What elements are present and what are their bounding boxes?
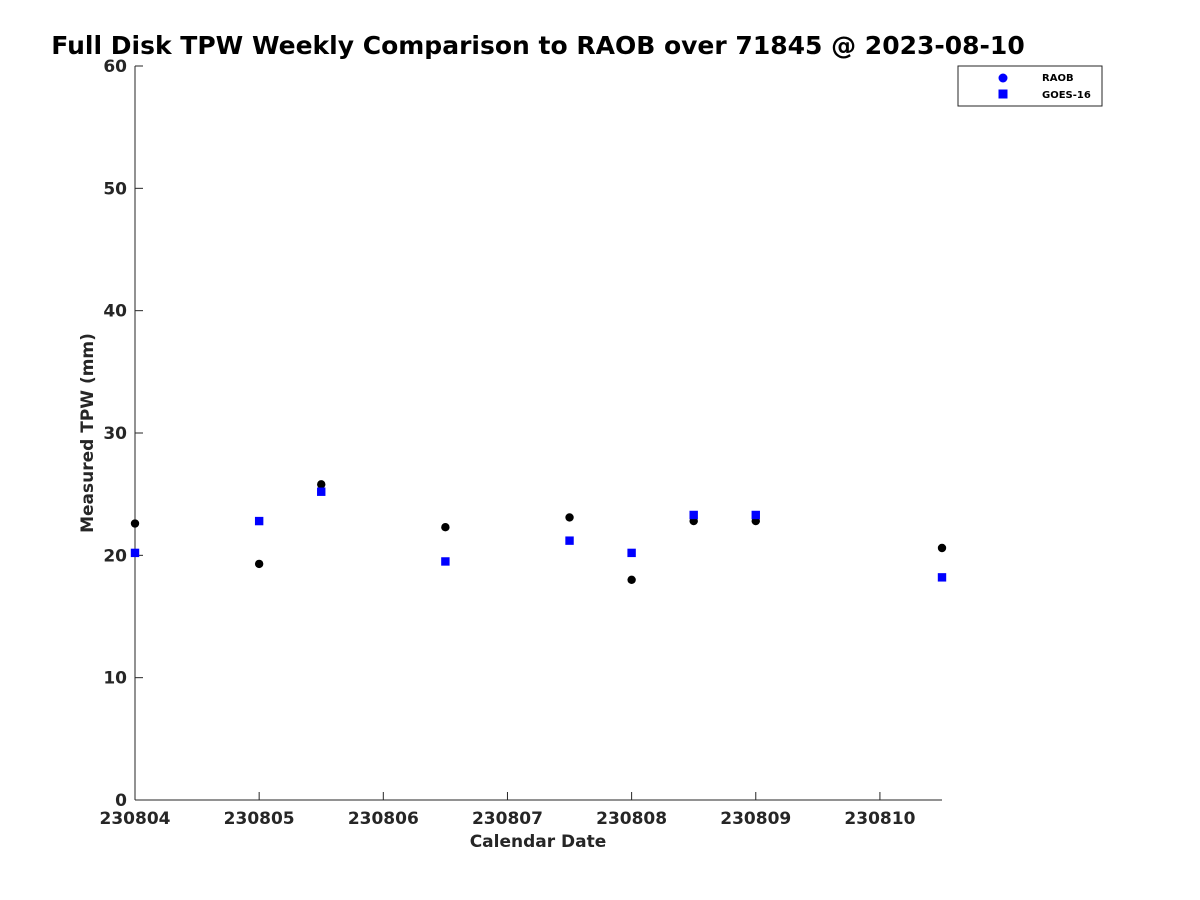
y-tick-label: 30 — [103, 424, 127, 444]
x-tick-label: 230808 — [596, 809, 667, 829]
raob-point — [130, 519, 140, 528]
y-tick-label: 40 — [103, 302, 127, 322]
chart-title: Full Disk TPW Weekly Comparison to RAOB … — [51, 31, 1024, 60]
raob-point — [565, 513, 574, 522]
legend: RAOB GOES-16 — [957, 65, 1103, 107]
x-tick-label: 230805 — [224, 809, 295, 829]
goes16-point — [565, 536, 574, 545]
raob-point — [254, 559, 264, 569]
y-tick-label: 10 — [103, 669, 127, 689]
raob-point — [937, 543, 947, 553]
y-tick-label: 60 — [103, 57, 127, 77]
raob-point — [441, 522, 450, 532]
goes16-point — [689, 510, 698, 520]
raob-point — [627, 575, 636, 584]
legend-raob-marker — [998, 73, 1008, 83]
x-tick-label: 230804 — [100, 809, 171, 829]
goes16-point — [627, 548, 636, 558]
goes16-point — [254, 516, 264, 526]
goes16-point — [130, 548, 140, 558]
y-tick-label: 50 — [103, 179, 127, 199]
goes16-point — [441, 557, 450, 566]
axes — [134, 66, 942, 801]
legend-box — [957, 65, 1103, 107]
x-tick-label: 230807 — [472, 809, 543, 829]
y-axis-label: Measured TPW (mm) — [78, 333, 98, 533]
y-tick-label: 20 — [103, 546, 127, 566]
legend-raob-label: RAOB — [1042, 73, 1074, 84]
y-tick-label: 0 — [115, 791, 127, 811]
legend-goes16-marker — [998, 89, 1008, 99]
ticks: 0 10 20 30 40 50 60 230804 230805 230806 230807 230… — [100, 57, 916, 829]
x-tick-label: 230809 — [720, 809, 791, 829]
x-tick-label: 230810 — [844, 809, 915, 829]
legend-goes16-label: GOES-16 — [1042, 90, 1091, 101]
raob-point — [317, 480, 326, 489]
data-markers — [130, 480, 947, 584]
x-tick-label: 230806 — [348, 809, 419, 829]
goes16-point — [751, 510, 760, 520]
x-axis-label: Calendar Date — [470, 832, 607, 852]
goes16-point — [317, 487, 326, 496]
goes16-point — [937, 573, 947, 582]
